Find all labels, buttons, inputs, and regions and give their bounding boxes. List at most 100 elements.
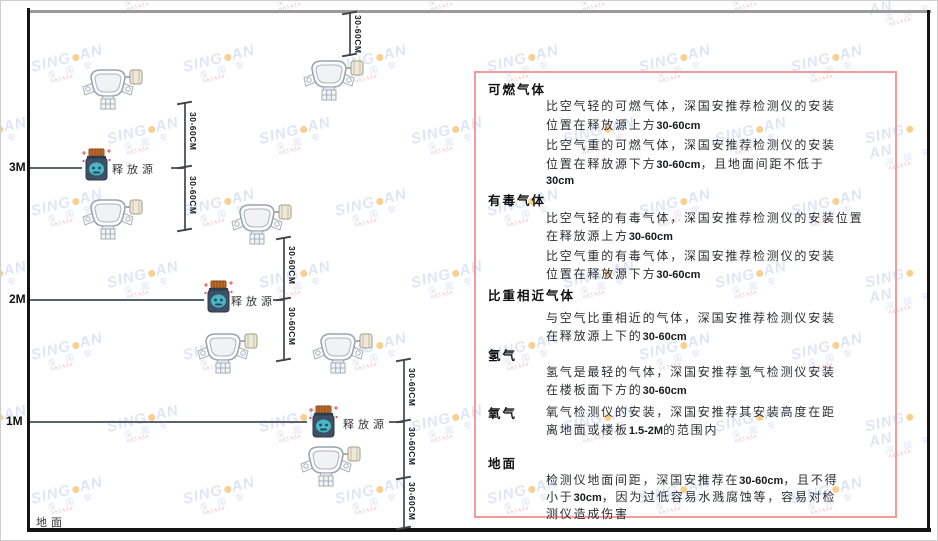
brand-dot-icon — [71, 485, 80, 494]
watermark-brand: SINGAN — [105, 1, 181, 4]
watermark-cjk: 深 国 安 — [123, 1, 183, 8]
gas-detector-icon — [197, 333, 258, 374]
section-heading-oxygen: 氧气 — [488, 406, 518, 421]
brand-dot-icon — [905, 125, 914, 134]
right-wall-line — [927, 10, 930, 530]
watermark-number: 661434 — [888, 16, 912, 28]
watermark-cjk: 深 国 安 — [0, 131, 21, 152]
brand-dot-icon — [679, 53, 688, 62]
brand-dot-icon — [905, 269, 914, 278]
release-source-icon — [203, 280, 234, 313]
watermark-cjk: 深 国 安 — [46, 347, 97, 368]
watermark-cjk: 深 国 安 — [427, 1, 487, 8]
brand-dot-icon — [451, 125, 460, 134]
dimension-label: 30-60CM — [188, 176, 198, 215]
section-heading-ground: 地面 — [488, 456, 518, 471]
brand-dot-icon — [71, 341, 80, 350]
gas-detector-icon — [82, 69, 143, 110]
watermark-cjk: 深 国 安 — [122, 275, 173, 296]
dimension-label: 30-60CM — [407, 368, 417, 407]
level-line-2m — [30, 299, 204, 301]
rule-line: 比空气重的有毒气体，深国安推荐检测仪的安装 — [546, 249, 836, 263]
rule-line: 位置在释放源上方30-60cm — [546, 118, 701, 132]
level-line-3m — [30, 167, 82, 169]
dimension-label: 30-60CM — [407, 427, 417, 466]
release-source-icon — [308, 405, 339, 438]
brand-dot-icon — [223, 485, 232, 494]
gas-detector-icon — [82, 199, 143, 240]
dimension-label: 30-60CM — [287, 307, 297, 346]
watermark-cjk: 深 国 安 — [275, 1, 335, 8]
installation-rules-panel: 可燃气体 比空气轻的可燃气体，深国安推荐检测仪的安装 位置在释放源上方30-60… — [474, 71, 897, 521]
brand-dot-icon — [375, 197, 384, 206]
watermark-cjk: 深 国 安 — [579, 1, 639, 8]
section-heading-toxic: 有毒气体 — [488, 193, 547, 208]
dimension-line-ceiling — [349, 12, 351, 56]
brand-dot-icon — [1, 269, 4, 278]
section-heading-similar-density: 比重相近气体 — [488, 288, 576, 303]
gas-detector-icon — [303, 60, 364, 101]
watermark-brand: SINGAN — [1, 258, 29, 292]
watermark-cjk: 深 国 安 — [274, 131, 325, 152]
watermark-brand: SINGAN — [1, 1, 29, 4]
rule-line: 测仪造成伤害 — [546, 507, 629, 521]
watermark-cjk: 深 国 安 — [122, 131, 173, 152]
watermark-cjk: 深 国 安 — [731, 1, 791, 8]
section-heading-hydrogen: 氢气 — [488, 348, 518, 363]
brand-dot-icon — [831, 53, 840, 62]
watermark-cjk: 深 国 安 — [46, 491, 97, 512]
rule-line: 在释放源上方30-60cm — [546, 229, 673, 243]
rule-line: 与空气比重相近的气体，深国安推荐检测仪安装 — [546, 311, 836, 325]
watermark-number: 661434 — [354, 217, 379, 229]
height-marker-1m: 1M — [6, 414, 23, 428]
dimension-label: 30-60CM — [407, 482, 417, 521]
release-source-label: 释放源 — [231, 295, 276, 308]
watermark-cjk: 深 国 安 — [350, 491, 401, 512]
floor-line — [27, 528, 931, 532]
rule-line: 小于30cm，因为过低容易水溅腐蚀等，容易对检 — [546, 490, 837, 504]
release-source-label: 释放源 — [112, 163, 157, 176]
watermark-number: 661434 — [202, 505, 227, 517]
watermark-number: 661434 — [278, 145, 303, 157]
watermark-cjk: 深 国 安 — [198, 491, 249, 512]
dimension-label: 30-60CM — [188, 112, 198, 151]
rule-line: 比空气重的可燃气体，深国安推荐检测仪的安装 — [546, 138, 836, 152]
watermark-brand: SINGAN — [257, 1, 333, 4]
dimension-label: 30-60CM — [353, 15, 363, 54]
brand-dot-icon — [223, 53, 232, 62]
rule-line: 氢气是最轻的气体，深国安推荐氢气检测仪安装 — [546, 365, 836, 379]
brand-dot-icon — [451, 269, 460, 278]
dimension-line-1m — [403, 360, 405, 529]
gas-detector-icon — [312, 333, 373, 374]
watermark-cjk: 深 国 安 — [884, 2, 935, 23]
watermark-cjk: 深 国 安 — [350, 203, 401, 224]
watermark-number: 661434 — [126, 145, 151, 157]
rule-line: 离地面或楼板1.5-2M的范围内 — [546, 423, 719, 437]
rule-line: 位置在释放源下方30-60cm — [546, 267, 701, 281]
rule-line: 在楼板面下方的30-60cm — [546, 383, 687, 397]
height-marker-2m: 2M — [9, 292, 26, 306]
watermark-brand: SINGAN — [409, 1, 485, 4]
brand-dot-icon — [375, 341, 384, 350]
rule-line: 比空气轻的有毒气体，深国安推荐检测仪的安装位置 — [546, 211, 864, 225]
watermark-number: 661434 — [50, 361, 75, 373]
brand-dot-icon — [147, 269, 156, 278]
gas-detector-icon — [231, 204, 292, 245]
rule-line: 位置在释放源下方30-60cm，且地面间距不低于 — [546, 157, 825, 171]
brand-dot-icon — [375, 485, 384, 494]
watermark-brand: SINGAN — [713, 1, 789, 4]
rule-line: 氧气检测仪的安装，深国安推荐其安装高度在距 — [546, 405, 836, 419]
